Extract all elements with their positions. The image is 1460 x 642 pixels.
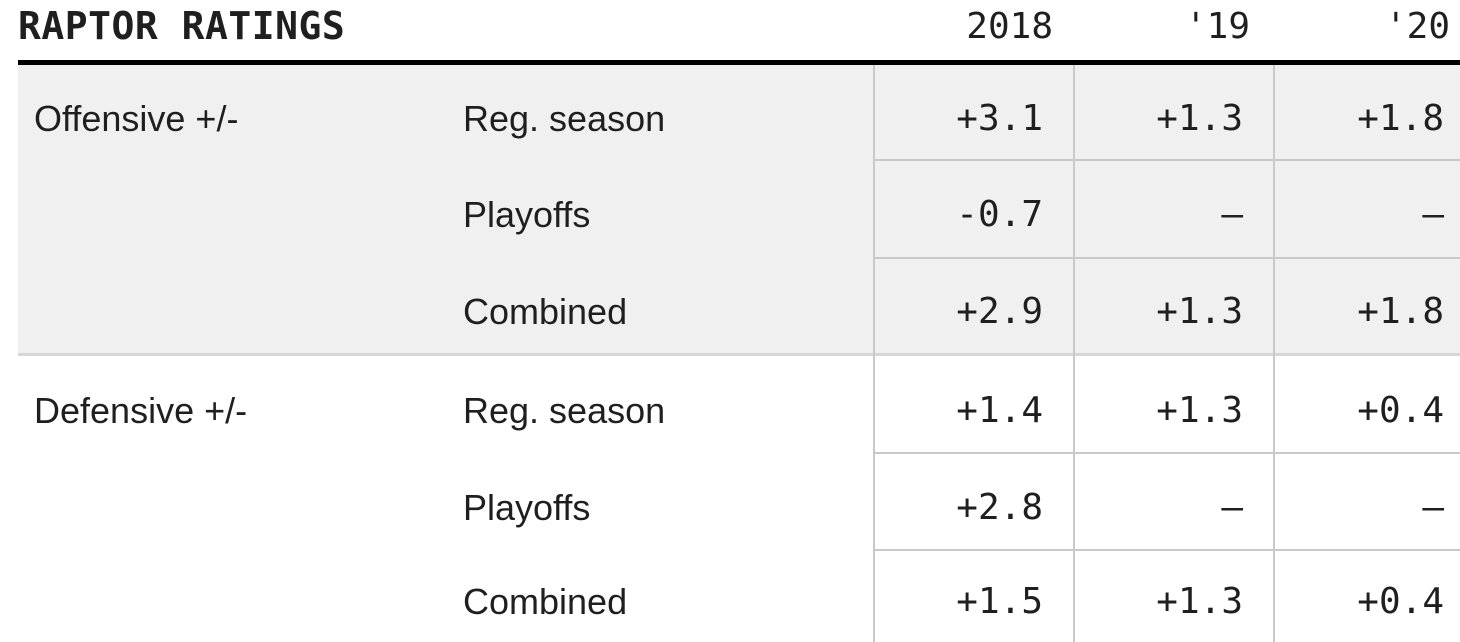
value-19: +1.3 [1156, 581, 1243, 622]
split-label: Combined [463, 581, 628, 622]
column-header-20: '20 [1384, 6, 1450, 47]
row-separator [873, 452, 1460, 454]
table-row: Playoffs +2.8 — — [18, 453, 1460, 550]
value-2018: +1.5 [956, 581, 1043, 622]
value-20: +0.4 [1357, 389, 1444, 431]
offensive-section: Offensive +/- Reg. season +3.1 +1.3 +1.8… [18, 65, 1460, 356]
table-row: Defensive +/- Reg. season +1.4 +1.3 +0.4 [18, 356, 1460, 453]
row-separator [873, 549, 1460, 551]
value-19: +1.3 [1156, 97, 1243, 139]
split-label: Reg. season [463, 97, 666, 139]
value-20: — [1422, 194, 1444, 235]
value-19: — [1221, 194, 1243, 235]
value-2018: +1.4 [956, 389, 1043, 431]
column-header-2018: 2018 [966, 6, 1053, 47]
value-19: +1.3 [1156, 290, 1243, 332]
value-20: +1.8 [1357, 290, 1444, 332]
value-20: — [1422, 486, 1444, 528]
table-row: Combined +2.9 +1.3 +1.8 [18, 258, 1460, 353]
table-row: Combined +1.5 +1.3 +0.4 [18, 550, 1460, 642]
column-divider [1273, 65, 1275, 642]
value-2018: +3.1 [956, 97, 1043, 139]
split-label: Playoffs [463, 194, 591, 235]
table-row: Offensive +/- Reg. season +3.1 +1.3 +1.8 [18, 65, 1460, 160]
column-divider [873, 65, 875, 642]
table-row: Playoffs -0.7 — — [18, 160, 1460, 258]
value-19: +1.3 [1156, 389, 1243, 431]
row-separator [873, 159, 1460, 161]
split-label: Combined [463, 290, 628, 332]
metric-label: Offensive +/- [34, 97, 239, 139]
column-divider [1073, 65, 1075, 642]
value-2018: +2.8 [956, 486, 1043, 528]
split-label: Reg. season [463, 389, 666, 431]
value-2018: -0.7 [956, 194, 1043, 235]
value-20: +0.4 [1357, 581, 1444, 622]
column-header-19: '19 [1184, 6, 1250, 47]
value-2018: +2.9 [956, 290, 1043, 332]
row-separator [873, 257, 1460, 259]
header-rule [18, 60, 1460, 65]
value-19: — [1221, 486, 1243, 528]
defensive-section: Defensive +/- Reg. season +1.4 +1.3 +0.4… [18, 356, 1460, 642]
value-20: +1.8 [1357, 97, 1444, 139]
metric-label: Defensive +/- [34, 389, 248, 431]
table-title: RAPTOR RATINGS [18, 4, 346, 48]
split-label: Playoffs [463, 486, 591, 528]
